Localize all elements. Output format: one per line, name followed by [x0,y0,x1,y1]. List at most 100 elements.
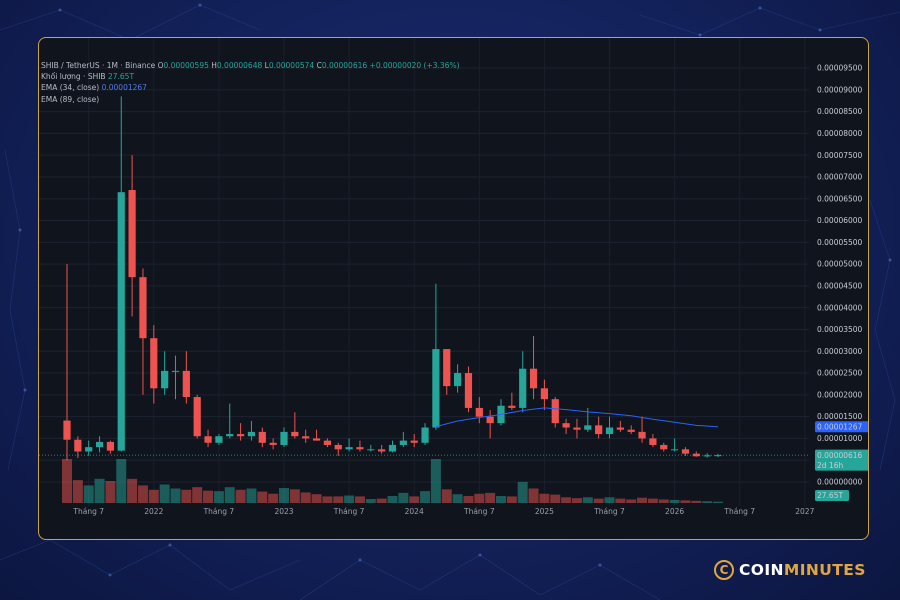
volume-bar [376,498,387,503]
y-tick-label: 0.00009000 [817,85,863,94]
volume-bar [333,496,344,503]
y-tick-label: 0.00008500 [817,107,863,116]
volume-bar [441,489,452,503]
volume-bar [474,493,485,503]
candle-body [280,431,288,445]
volume-bar [311,494,322,503]
coinminutes-wordmark: COINMINUTES [739,561,866,579]
volume-bar [669,499,680,503]
volume-bar [463,495,474,503]
candle-body [367,449,375,451]
candle-body [410,440,418,443]
symbol-label[interactable]: SHIB / TetherUS · 1M · Binance [41,61,156,70]
candle-body [519,368,527,408]
volume-bar [539,493,550,503]
candle-body [443,349,451,387]
volume-bar [409,496,420,503]
candle-body [671,449,679,451]
volume-bar [691,500,702,503]
candle-body [573,427,581,430]
ema34-label[interactable]: EMA (34, close) [41,83,100,93]
candle-countdown-label: 2d 16h [817,461,843,470]
candle-body [421,427,429,443]
y-tick-label: 0.00002000 [817,390,863,399]
candle-body [551,399,559,424]
x-tick-label: 2027 [795,507,814,516]
volume-bar [246,488,257,503]
candle-body [95,441,104,448]
candle-body [247,431,256,437]
candle-body [323,440,331,445]
candle-body [237,434,245,437]
candle-body [334,444,342,450]
y-tick-label: 0.00007000 [817,173,863,182]
x-tick-label: Tháng 7 [463,507,495,516]
candle-body [312,438,321,441]
candle-body [638,431,646,439]
candlestick-chart[interactable]: 0.000000000.000005000.000010000.00001500… [39,38,868,539]
volume-bar [604,497,615,503]
volume-bar [365,499,376,503]
candle-body [388,444,397,452]
candle-body [302,436,310,439]
candle-body [171,370,180,372]
candle-body [106,441,114,451]
candle-body [681,449,690,454]
chart-legend: SHIB / TetherUS · 1M · Binance O0.000005… [41,60,460,105]
candle-body [161,370,169,389]
candle-body [85,447,93,452]
volume-bar [137,485,148,503]
candle-body [540,388,548,400]
high-label: H [211,61,217,70]
volume-bar [702,501,713,503]
candle-body [703,455,711,457]
volume-bar [680,500,691,503]
x-tick-label: 2023 [274,507,293,516]
volume-bar [62,459,72,503]
volume-bar [192,487,203,503]
close-label: C [316,61,322,70]
candle-body [399,440,407,445]
change-value: +0.00000020 (+3.36%) [369,61,460,70]
candle-body [258,431,266,443]
y-tick-label: 0.00007500 [817,151,863,160]
y-tick-label: 0.00004000 [817,303,863,312]
volume-bar [517,481,528,503]
ema89-label[interactable]: EMA (89, close) [41,94,100,104]
y-tick-label: 0.00006500 [817,194,863,203]
ema89-row: EMA (89, close) [41,94,460,105]
price-axis: 0.000000000.000005000.000010000.00001500… [817,64,863,487]
candle-body [616,427,624,430]
candle-body [595,425,603,435]
low-label: L [264,61,269,70]
candle-body [508,405,516,408]
y-tick-label: 0.00008000 [817,129,863,138]
coinminutes-logo-icon: C [714,560,734,580]
y-tick-label: 0.00002500 [817,369,863,378]
volume-row: Khối lượng · SHIB 27.65T [41,71,460,82]
volume-badge [815,490,849,501]
last-price-badge [815,449,868,471]
volume-bar [387,495,398,503]
high-value: 0.00000648 [216,61,263,70]
volume-label[interactable]: Khối lượng · SHIB [41,72,106,82]
open-value: 0.00000595 [163,61,209,70]
y-tick-label: 0.00003500 [817,325,863,334]
candle-body [150,338,158,389]
x-tick-label: Tháng 7 [72,507,104,516]
volume-bar [713,501,723,503]
logo-word-minutes: MINUTES [783,561,866,579]
volume-badge-label: 27.65T [817,491,843,500]
volume-bar [571,498,582,503]
last-price-badge-label: 0.00000616 [817,451,863,460]
candle-body [378,449,386,452]
close-value: 0.00000616 [321,61,368,70]
ema34-value: 0.00001267 [101,83,147,93]
x-tick-label: Tháng 7 [593,507,625,516]
volume-bar [354,496,365,503]
candle-body [117,192,125,451]
volume-bar [116,459,127,503]
chart-panel: 0.000000000.000005000.000010000.00001500… [38,37,869,540]
volume-bar [289,489,300,503]
x-tick-label: Tháng 7 [723,507,755,516]
